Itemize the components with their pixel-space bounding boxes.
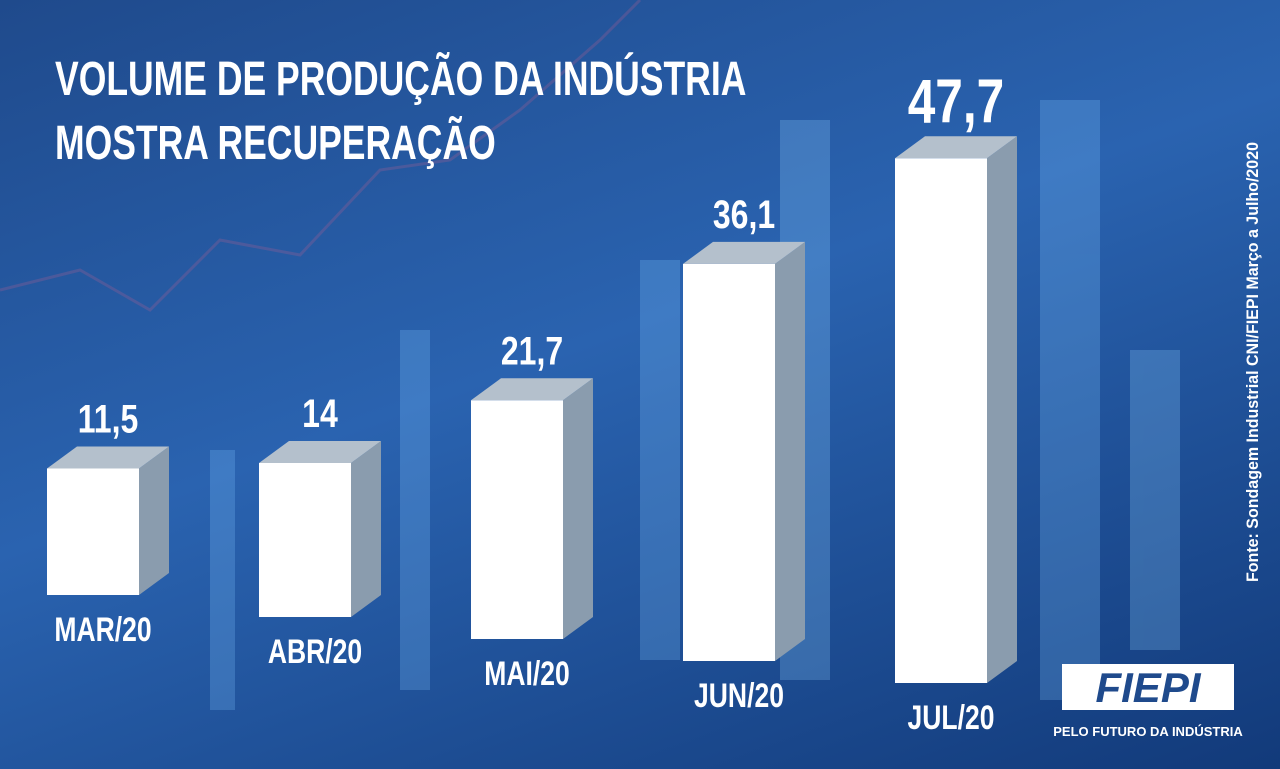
bar-top: [47, 446, 169, 469]
value-label: 11,5: [78, 396, 139, 441]
bar-side: [563, 378, 593, 639]
logo: FIEPI: [1095, 664, 1201, 711]
value-label: 36,1: [713, 191, 775, 236]
bar-side: [139, 446, 169, 595]
bar-top: [471, 378, 593, 401]
bar: [47, 468, 139, 595]
value-label: 14: [302, 391, 338, 436]
source-note: Fonte: Sondagem Industrial CNI/FIEPI Mar…: [1243, 142, 1262, 582]
bar: [683, 263, 775, 661]
x-tick-label: JUN/20: [694, 677, 784, 715]
value-label: 47,7: [908, 66, 1005, 136]
x-tick-label: MAR/20: [54, 611, 151, 649]
x-tick-label: MAI/20: [484, 655, 569, 693]
value-label: 21,7: [501, 328, 563, 373]
logo-box: [1062, 664, 1234, 710]
bar-side: [351, 441, 381, 617]
x-tick-label: JUL/20: [908, 699, 995, 737]
tagline: PELO FUTURO DA INDÚSTRIA: [1053, 724, 1243, 739]
x-tick-label: ABR/20: [268, 633, 362, 671]
bar: [895, 158, 987, 684]
bar-top: [259, 441, 381, 463]
bar-side: [775, 241, 805, 661]
bar: [259, 463, 351, 617]
bar: [471, 400, 563, 639]
bar-top: [683, 241, 805, 264]
chart-title: VOLUME DE PRODUÇÃO DA INDÚSTRIA MOSTRA R…: [55, 53, 746, 170]
bar-side: [987, 136, 1017, 684]
bar-top: [895, 136, 1017, 159]
